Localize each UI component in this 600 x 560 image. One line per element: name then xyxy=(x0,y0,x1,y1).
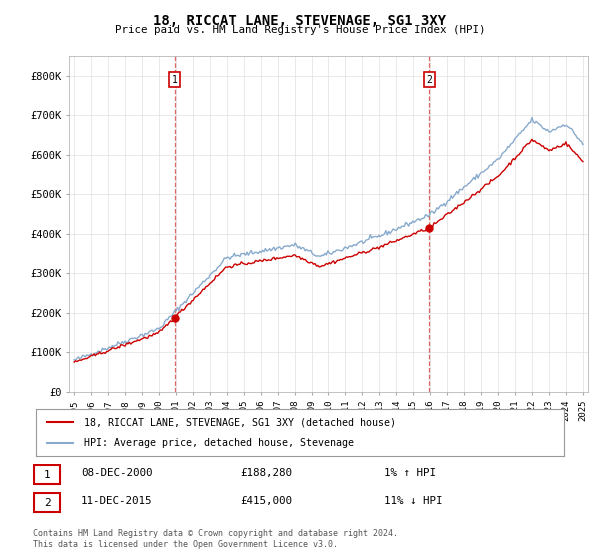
Text: 2: 2 xyxy=(427,74,432,85)
Text: 11% ↓ HPI: 11% ↓ HPI xyxy=(384,496,443,506)
Text: 18, RICCAT LANE, STEVENAGE, SG1 3XY: 18, RICCAT LANE, STEVENAGE, SG1 3XY xyxy=(154,14,446,28)
Text: 1: 1 xyxy=(44,470,51,480)
Text: 1: 1 xyxy=(172,74,178,85)
Text: 11-DEC-2015: 11-DEC-2015 xyxy=(81,496,152,506)
Text: 1% ↑ HPI: 1% ↑ HPI xyxy=(384,468,436,478)
Text: £415,000: £415,000 xyxy=(240,496,292,506)
Text: 2: 2 xyxy=(44,498,51,508)
Text: £188,280: £188,280 xyxy=(240,468,292,478)
Text: HPI: Average price, detached house, Stevenage: HPI: Average price, detached house, Stev… xyxy=(83,438,353,448)
Text: Contains HM Land Registry data © Crown copyright and database right 2024.
This d: Contains HM Land Registry data © Crown c… xyxy=(33,529,398,549)
Text: 08-DEC-2000: 08-DEC-2000 xyxy=(81,468,152,478)
Text: Price paid vs. HM Land Registry's House Price Index (HPI): Price paid vs. HM Land Registry's House … xyxy=(115,25,485,35)
Text: 18, RICCAT LANE, STEVENAGE, SG1 3XY (detached house): 18, RICCAT LANE, STEVENAGE, SG1 3XY (det… xyxy=(83,417,395,427)
